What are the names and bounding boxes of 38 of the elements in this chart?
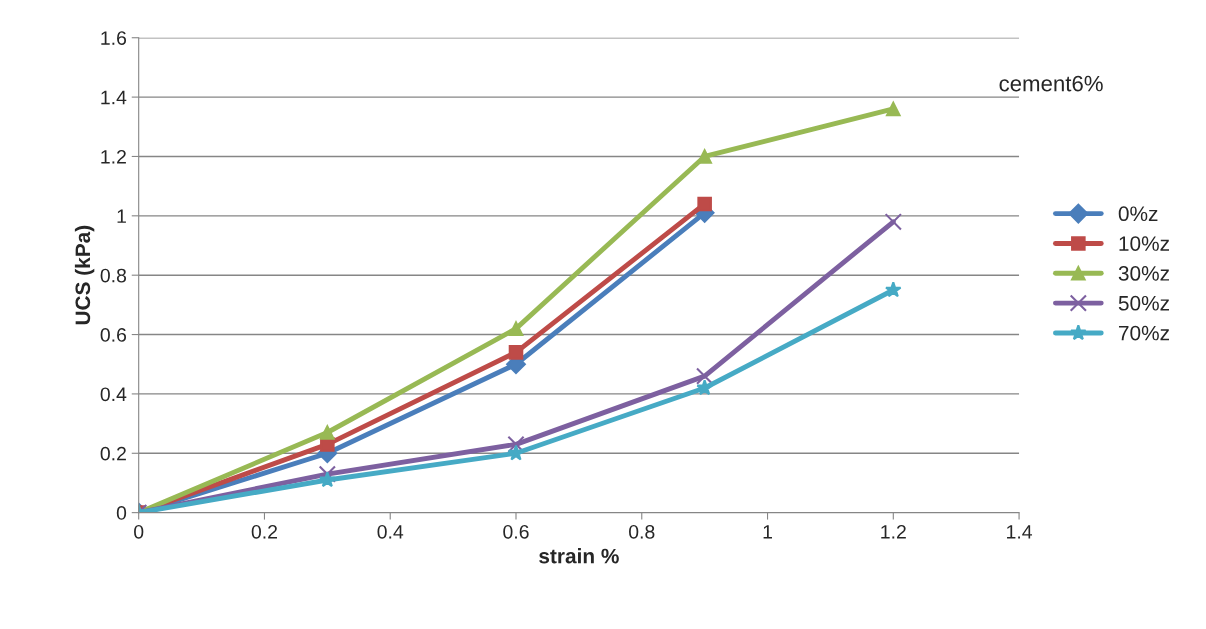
y-tick-label: 1 — [117, 209, 126, 223]
point — [697, 196, 712, 212]
x-tick-label: 0.4 — [377, 524, 404, 539]
x-tick-label: 0.6 — [503, 524, 529, 539]
x-tick-label: 0 — [134, 524, 144, 539]
x-tick-label: 1.2 — [881, 524, 906, 539]
point — [318, 465, 337, 483]
y-tick-label: 0.6 — [100, 328, 127, 342]
y-tick-label: 1.6 — [101, 31, 127, 45]
legend-label: 10%z — [1119, 236, 1169, 251]
point — [884, 213, 902, 231]
point — [696, 379, 713, 396]
y-tick-label: 1.2 — [101, 149, 126, 164]
x-axis-title: strain % — [539, 548, 619, 564]
y-tick-label: 0.2 — [100, 446, 126, 461]
x-tick-label: 1 — [763, 525, 772, 539]
annotation: cement6% — [999, 75, 1103, 92]
x-tick-label: 0.8 — [629, 524, 655, 539]
x-tick-label: 0.2 — [251, 524, 277, 539]
point — [695, 367, 714, 385]
point — [507, 435, 525, 454]
point — [319, 471, 336, 488]
point — [885, 281, 902, 298]
y-tick-label: 0 — [116, 506, 127, 520]
y-tick-label: 0.4 — [100, 387, 127, 402]
point — [508, 345, 524, 360]
x-tick-label: 1.4 — [1007, 525, 1033, 539]
legend-label: 30%z — [1118, 266, 1169, 281]
y-tick-label: 1.4 — [101, 90, 127, 105]
legend-label: 50%z — [1118, 295, 1169, 311]
point — [886, 101, 901, 117]
point — [697, 149, 712, 164]
legend-label: 70%z — [1119, 325, 1169, 341]
point — [320, 425, 335, 440]
legend-label: 0%z — [1118, 206, 1158, 222]
y-axis-title: UCS (kPa) — [74, 225, 95, 325]
point — [508, 321, 524, 336]
y-tick-label: 0.8 — [100, 268, 127, 283]
